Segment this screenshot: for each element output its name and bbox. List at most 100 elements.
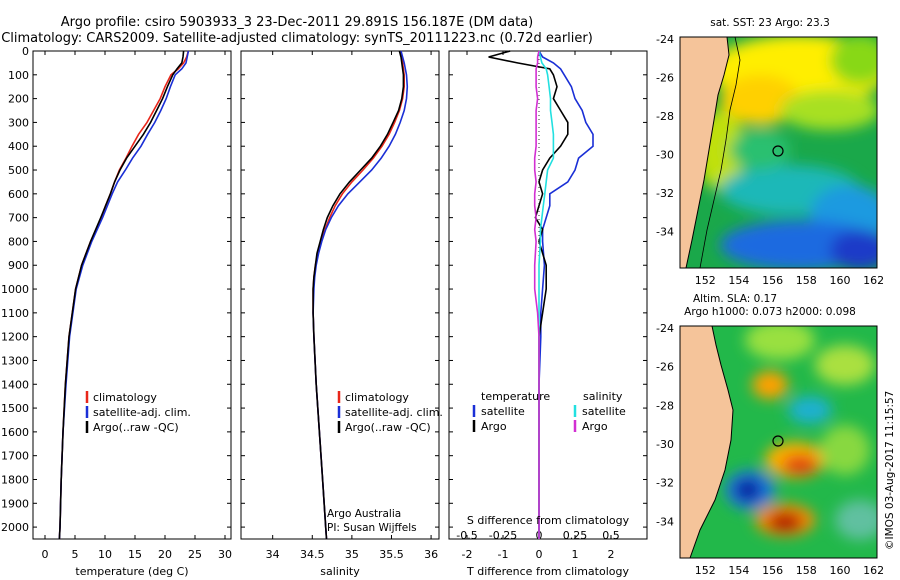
legend-label-satellite: satellite-adj. clim. xyxy=(93,406,191,419)
y-tick-label: 900 xyxy=(8,259,29,272)
map-y-tick-label: -30 xyxy=(656,438,674,451)
figure-title-line2: Climatology: CARS2009. Satellite-adjuste… xyxy=(1,31,593,46)
legend-label-argo: Argo(..raw -QC) xyxy=(345,421,431,434)
y-tick-label: 1600 xyxy=(1,426,29,439)
sst-coastline xyxy=(685,37,730,268)
sla-map-title-line1: Altim. SLA: 0.17 xyxy=(693,293,777,305)
x-tick-label: 35 xyxy=(345,548,359,561)
map-y-tick-label: -28 xyxy=(656,110,674,123)
map-y-tick-label: -32 xyxy=(656,477,674,490)
sst-map-frame xyxy=(679,36,878,269)
x-tick-label: 1 xyxy=(572,548,579,561)
difference-panel xyxy=(448,50,648,540)
x-tick-label: 30 xyxy=(218,548,232,561)
legend-label-s-satellite: satellite xyxy=(582,405,626,418)
sst-land xyxy=(680,37,729,268)
y-tick-label: 0 xyxy=(22,45,29,58)
argo-australia-annotation: Argo Australia xyxy=(327,508,401,520)
s-tick-label: -0.5 xyxy=(456,529,477,542)
diff-line-temperature-satellite xyxy=(538,50,594,539)
x-tick-label: 34 xyxy=(266,548,280,561)
y-tick-label: 600 xyxy=(8,188,29,201)
legend-label-satellite: satellite-adj. clim. xyxy=(345,406,443,419)
y-tick-label: 1800 xyxy=(1,473,29,486)
y-tick-label: 300 xyxy=(8,116,29,129)
diff-line-salinity-argo xyxy=(533,50,540,539)
x-tick-label: 34.5 xyxy=(300,548,325,561)
x-tick-label: 5 xyxy=(72,548,79,561)
map-x-tick-label: 154 xyxy=(728,564,749,577)
x-tick-label: 25 xyxy=(188,548,202,561)
legend-title-salinity: salinity xyxy=(583,390,623,403)
legend-title-temperature: temperature xyxy=(481,390,550,403)
salinity-axis-label: salinity xyxy=(320,565,360,578)
t-difference-axis-label: T difference from climatology xyxy=(466,565,629,578)
map-y-tick-label: -26 xyxy=(656,71,674,84)
y-tick-label: 500 xyxy=(8,164,29,177)
y-tick-label: 1000 xyxy=(1,283,29,296)
legend-label-climatology: climatology xyxy=(93,391,157,404)
sla-map-title-line2: Argo h1000: 0.073 h2000: 0.098 xyxy=(684,306,856,318)
map-x-tick-label: 154 xyxy=(728,274,749,287)
map-y-tick-label: -24 xyxy=(656,33,674,46)
x-tick-label: -1 xyxy=(498,548,509,561)
map-x-tick-label: 152 xyxy=(695,564,716,577)
y-tick-label: 700 xyxy=(8,212,29,225)
s-tick-label: 0.25 xyxy=(563,529,588,542)
difference-legend: temperature salinity satellite Argo sate… xyxy=(472,390,626,433)
legend-label-argo: Argo(..raw -QC) xyxy=(93,421,179,434)
map-y-tick-label: -26 xyxy=(656,361,674,374)
x-tick-label: 15 xyxy=(128,548,142,561)
y-tick-label: 1400 xyxy=(1,378,29,391)
sla-argo-marker xyxy=(772,435,784,447)
map-x-tick-label: 156 xyxy=(762,274,783,287)
y-tick-label: 100 xyxy=(8,69,29,82)
y-tick-label: 1300 xyxy=(1,354,29,367)
temperature-panel xyxy=(32,50,232,540)
sst-isobath xyxy=(699,37,741,268)
s-difference-axis-label: S difference from climatology xyxy=(467,514,630,527)
temperature-axis-label: temperature (deg C) xyxy=(75,565,188,578)
y-tick-label: 2000 xyxy=(1,521,29,534)
map-x-tick-label: 156 xyxy=(762,564,783,577)
legend-label-s-argo: Argo xyxy=(582,420,608,433)
y-tick-label: 400 xyxy=(8,140,29,153)
sla-coastline xyxy=(689,326,734,558)
map-y-tick-label: -30 xyxy=(656,148,674,161)
pi-annotation: PI: Susan Wijffels xyxy=(327,522,417,534)
legend-label-t-argo: Argo xyxy=(481,420,507,433)
map-y-tick-label: -34 xyxy=(656,225,674,238)
map-x-tick-label: 158 xyxy=(796,274,817,287)
map-x-tick-label: 158 xyxy=(796,564,817,577)
map-x-tick-label: 160 xyxy=(829,564,850,577)
y-tick-label: 200 xyxy=(8,93,29,106)
y-tick-label: 1700 xyxy=(1,450,29,463)
sst-argo-marker xyxy=(772,145,784,157)
y-tick-label: 1500 xyxy=(1,402,29,415)
map-x-tick-label: 162 xyxy=(863,564,884,577)
x-tick-label: 10 xyxy=(98,548,112,561)
s-tick-label: 0.5 xyxy=(602,529,620,542)
series-line-argo-raw-qc- xyxy=(58,50,185,540)
x-tick-label: 0 xyxy=(42,548,49,561)
sla-map xyxy=(680,326,877,558)
temperature-legend: climatology satellite-adj. clim. Argo(..… xyxy=(85,391,191,434)
map-x-tick-label: 152 xyxy=(695,274,716,287)
map-x-tick-label: 162 xyxy=(863,274,884,287)
sst-map-title: sat. SST: 23 Argo: 23.3 xyxy=(710,17,830,29)
map-x-tick-label: 160 xyxy=(829,274,850,287)
s-tick-label: -0.25 xyxy=(489,529,517,542)
x-tick-label: -2 xyxy=(462,548,473,561)
y-tick-label: 1200 xyxy=(1,331,29,344)
y-tick-label: 1900 xyxy=(1,497,29,510)
imos-credit: ©IMOS 03-Aug-2017 11:15:57 xyxy=(884,391,896,550)
legend-label-climatology: climatology xyxy=(345,391,409,404)
x-tick-label: 20 xyxy=(158,548,172,561)
x-tick-label: 0 xyxy=(536,548,543,561)
legend-label-t-satellite: satellite xyxy=(481,405,525,418)
figure-title-line1: Argo profile: csiro 5903933_3 23-Dec-201… xyxy=(61,15,533,30)
map-y-tick-label: -28 xyxy=(656,399,674,412)
x-tick-label: 35.5 xyxy=(379,548,404,561)
y-tick-label: 800 xyxy=(8,235,29,248)
